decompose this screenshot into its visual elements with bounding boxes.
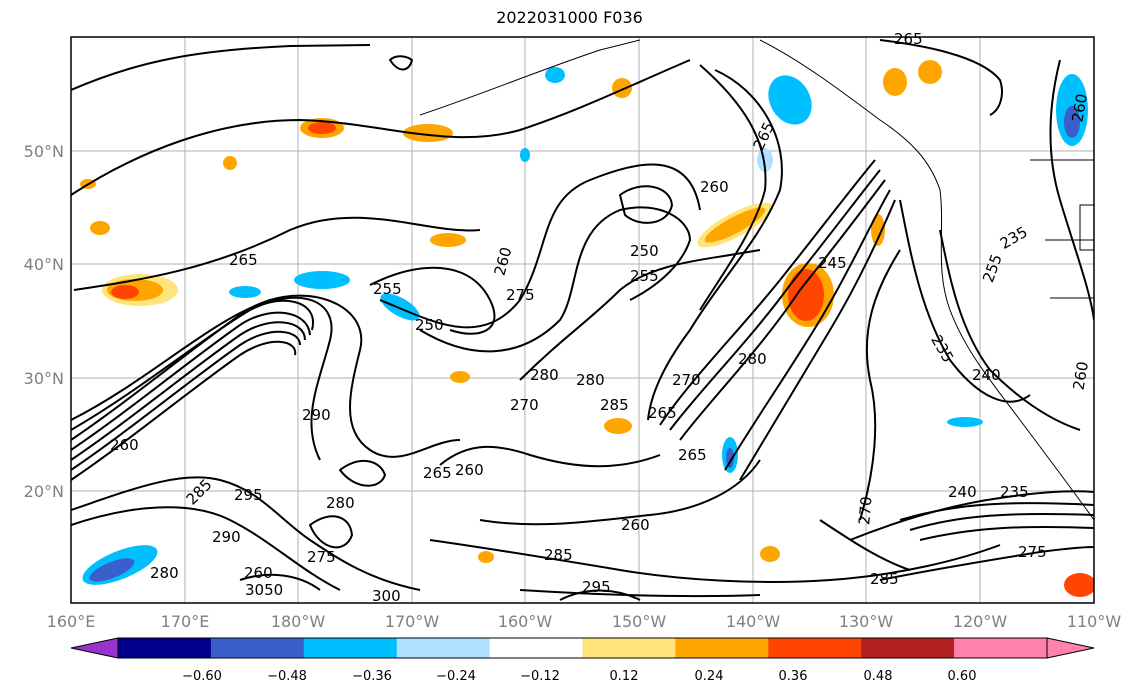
contour-label: 260 [1068, 92, 1091, 123]
colorbar-extend-high [1046, 637, 1095, 659]
colorbar: −0.60 −0.48 −0.36 −0.24 −0.12 0.12 0.24 … [70, 637, 1095, 684]
contour-label: 290 [212, 528, 241, 546]
contour-label: 260 [244, 564, 273, 582]
contour-label: 280 [738, 350, 767, 368]
colorbar-segment [210, 638, 305, 658]
colorbar-tick-label: 0.48 [864, 669, 893, 684]
colorbar-tick-label: −0.36 [352, 669, 392, 684]
contour-label: 290 [302, 406, 331, 424]
contour-label: 280 [576, 371, 605, 389]
contour-label: 260 [110, 436, 139, 454]
map-frame [70, 36, 1095, 604]
contour-label: 275 [1018, 543, 1047, 561]
contour-label: 285 [544, 546, 573, 564]
contour-label: 260 [1069, 360, 1092, 391]
colorbar-tick-label: 0.60 [948, 669, 977, 684]
contour-label: 270 [672, 371, 701, 389]
lon-label: 160°E [47, 612, 96, 631]
contour-label: 240 [972, 366, 1001, 384]
colorbar-segment [489, 638, 583, 658]
lon-label: 150°W [612, 612, 667, 631]
contour-label: 265 [894, 30, 923, 48]
lon-label: 160°W [498, 612, 553, 631]
lon-label: 140°W [726, 612, 781, 631]
contour-label: 255 [373, 280, 402, 298]
colorbar-extend-low [70, 637, 119, 659]
colorbar-segment [675, 638, 769, 658]
contour-label: 285 [870, 570, 899, 588]
contour-label: 265 [229, 251, 258, 269]
contour-label: 260 [621, 516, 650, 534]
colorbar-tick-label: 0.36 [779, 669, 808, 684]
shaded-anomaly-fields [80, 60, 1094, 597]
contour-label: 285 [600, 396, 629, 414]
contour-label: 260 [700, 178, 729, 196]
colorbar-tick-label: −0.60 [182, 669, 222, 684]
contour-label: 235 [1000, 483, 1029, 501]
colorbar-tick-label: 0.12 [610, 669, 639, 684]
colorbar-segment [768, 638, 862, 658]
lon-label: 180°W [271, 612, 326, 631]
colorbar-segment [861, 638, 955, 658]
contour-label: 270 [855, 496, 875, 526]
contour-label: 250 [630, 242, 659, 260]
contour-label: 280 [530, 366, 559, 384]
contour-label: 300 [372, 587, 401, 605]
contour-label: 3050 [245, 581, 283, 599]
colorbar-tick-label: −0.12 [520, 669, 560, 684]
colorbar-segments [70, 637, 1095, 659]
contour-label: 240 [948, 483, 977, 501]
map-panel: 265 260 260 265 250 255 275 255 250 245 … [70, 30, 1095, 605]
lon-label: 170°W [385, 612, 440, 631]
contour-labels: 265 260 260 265 250 255 275 255 250 245 … [110, 30, 1092, 605]
contour-label: 295 [582, 578, 611, 596]
contour-label: 260 [455, 461, 484, 479]
contour-label: 280 [326, 494, 355, 512]
contour-label: 265 [423, 464, 452, 482]
latitude-labels: 50°N 40°N 30°N 20°N [24, 142, 64, 501]
contour-label: 250 [415, 316, 444, 334]
map-title: 2022031000 F036 [496, 8, 643, 27]
colorbar-segment [118, 638, 212, 658]
contour-label: 255 [630, 267, 659, 285]
map-background [71, 37, 1094, 603]
lat-label-30n: 30°N [24, 369, 64, 388]
lon-label: 110°W [1067, 612, 1122, 631]
colorbar-segment [396, 638, 491, 658]
contour-label: 265 [648, 404, 677, 422]
contour-label: 275 [506, 286, 535, 304]
lon-label: 170°E [161, 612, 210, 631]
contour-label: 275 [307, 548, 336, 566]
colorbar-tick-label: −0.24 [436, 669, 476, 684]
lon-label: 120°W [953, 612, 1008, 631]
lat-label-50n: 50°N [24, 142, 64, 161]
colorbar-segment [954, 638, 1048, 658]
contour-label: 265 [678, 446, 707, 464]
colorbar-tick-label: 0.24 [695, 669, 724, 684]
lon-label: 130°W [839, 612, 894, 631]
colorbar-segment [303, 638, 398, 658]
longitude-labels: 160°E 170°E 180°W 170°W 160°W 150°W 140°… [47, 612, 1122, 631]
coastlines [419, 39, 1094, 521]
lat-label-40n: 40°N [24, 255, 64, 274]
colorbar-tick-labels: −0.60 −0.48 −0.36 −0.24 −0.12 0.12 0.24 … [182, 669, 976, 684]
lat-label-20n: 20°N [24, 482, 64, 501]
colorbar-segment [582, 638, 676, 658]
contour-label: 280 [150, 564, 179, 582]
contour-label: 270 [510, 396, 539, 414]
contour-lines [71, 39, 1094, 601]
contour-label: 245 [818, 254, 847, 272]
contour-label: 295 [234, 486, 263, 504]
colorbar-tick-label: −0.48 [267, 669, 307, 684]
